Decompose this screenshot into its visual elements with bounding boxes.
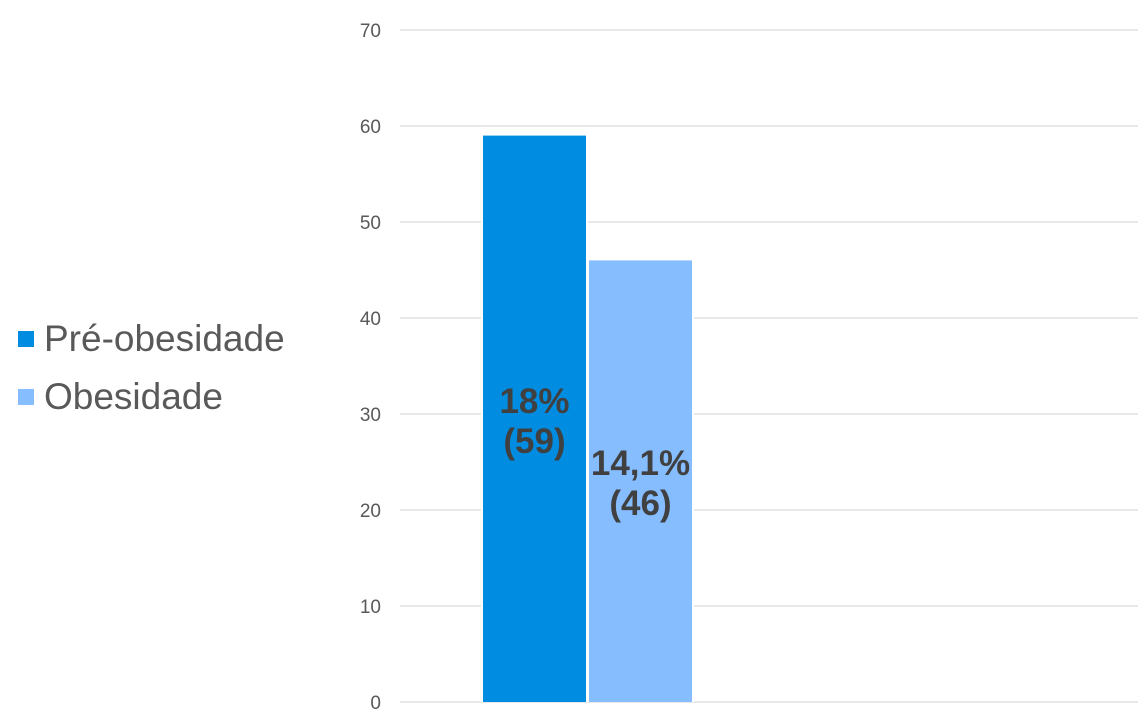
y-tick-label-0: 0 (370, 693, 381, 710)
y-tick-label-50: 50 (360, 213, 381, 234)
bars (481, 133, 694, 703)
data-label-0-count: (59) (503, 422, 565, 461)
y-tick-label-20: 20 (360, 501, 381, 522)
data-labels: 18%(59) 14,1%(46) (499, 382, 690, 523)
bar-pre-obesidade (483, 135, 586, 703)
bar-obesidade (589, 260, 692, 702)
legend-item-obesidade: Obesidade (18, 368, 285, 426)
legend-swatch-obesidade (18, 389, 34, 405)
y-tick-label-60: 60 (360, 117, 381, 138)
legend-label-pre-obesidade: Pré-obesidade (44, 318, 285, 359)
legend-label-obesidade: Obesidade (44, 376, 223, 417)
legend-item-pre-obesidade: Pré-obesidade (18, 310, 285, 368)
data-label-0-percent: 18% (499, 382, 569, 421)
y-tick-label-70: 70 (360, 21, 381, 42)
y-tick-label-10: 10 (360, 597, 381, 618)
legend-swatch-pre-obesidade (18, 331, 34, 347)
data-label-1-percent: 14,1% (591, 444, 690, 483)
legend: Pré-obesidade Obesidade (18, 310, 285, 426)
y-tick-label-40: 40 (360, 309, 381, 330)
data-label-1-count: (46) (609, 484, 671, 523)
y-tick-label-30: 30 (360, 405, 381, 426)
y-axis-ticks: 0 10 20 30 40 50 60 70 (360, 21, 381, 710)
